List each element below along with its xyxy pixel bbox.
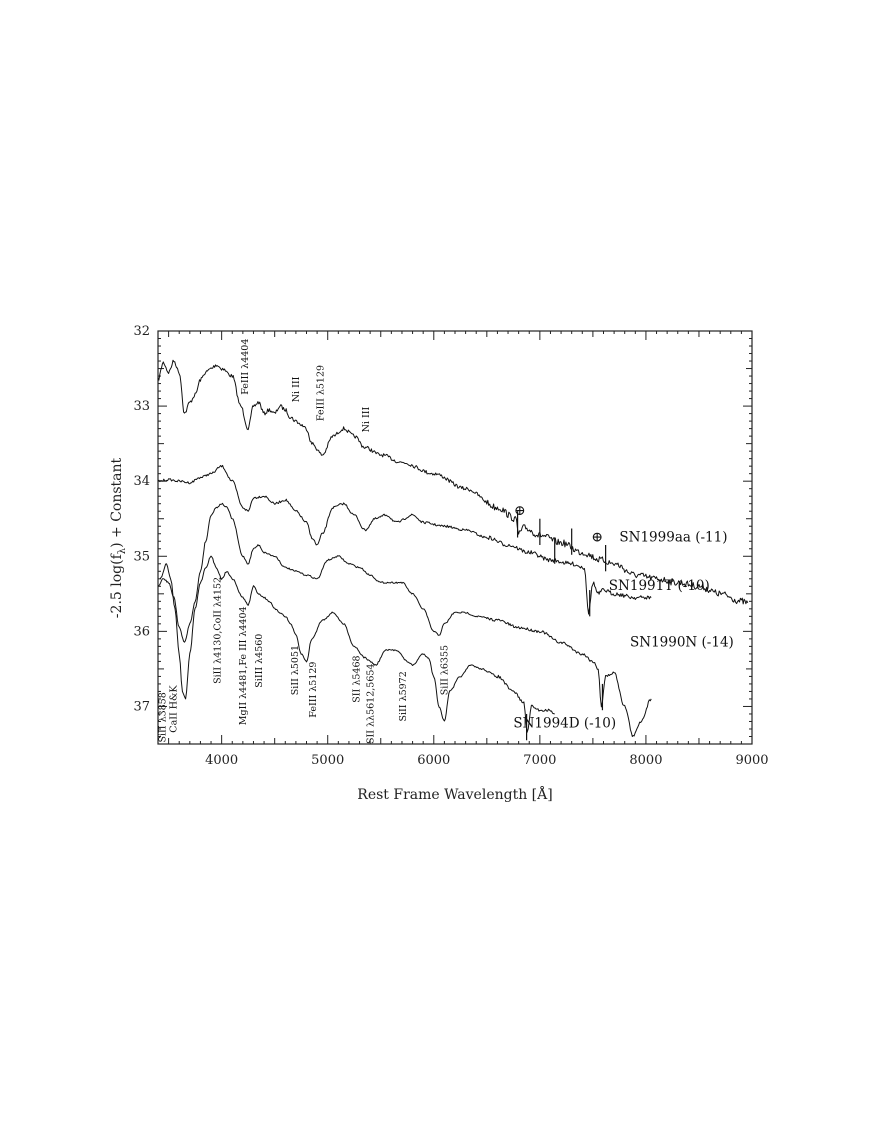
telluric-marker: ⊕ [591,529,603,545]
y-axis-title-end: ) + Constant [109,457,125,547]
axis-ticks [157,330,753,745]
line-id-label: SiII λ5972 [398,671,409,721]
line-id-label: SII λ5468 [352,655,363,702]
series-label: SN1991T (-10) [609,578,710,594]
line-id-label: Ni III [361,407,372,433]
series-line-1 [157,464,652,615]
spectra-labels: SN1999aa (-11) SN1991T (-10) SN1990N (-14)… [513,529,733,731]
y-axis-title-main: -2.5 log(f [109,552,125,618]
series-label: SN1999aa (-11) [619,529,727,545]
y-tick-label: 37 [133,699,150,714]
line-id-label: SiII λ5051 [290,645,301,695]
line-id-label: FeIII λ5129 [316,365,327,421]
y-tick-label: 32 [133,324,150,339]
series-line-3 [159,555,555,733]
line-id-label: SiII λ3858 [157,692,168,742]
line-id-label: CaII H&K [169,685,180,733]
telluric-marker: ⊕ [514,503,526,519]
line-id-label: SiII λ6355 [440,645,451,695]
x-tick-label: 4000 [205,753,238,768]
line-id-label: Ni III [291,376,302,402]
series-line-0 [157,359,749,605]
y-tick-label: 33 [133,399,150,414]
x-tick-label: 8000 [629,753,662,768]
y-axis-title-subscript: λ [117,547,128,554]
line-id-label: MgII λ4481,Fe III λ4404 [238,606,249,725]
x-tick-label: 5000 [311,753,344,768]
x-tick-label: 9000 [735,753,768,768]
series-label: SN1990N (-14) [630,634,734,650]
line-id-label: SiIII λ4560 [254,634,265,688]
y-tick-label: 36 [133,624,150,639]
spectra-series [157,359,749,741]
x-axis-title: Rest Frame Wavelength [Å] [357,785,552,803]
line-id-label: FeIII λ5129 [308,662,319,718]
series-line-2 [157,502,652,737]
line-id-label: SII λλ5612,5654 [365,664,376,744]
y-tick-label: 35 [133,549,150,564]
telluric-markers: ⊕⊕ [514,503,603,545]
series-label: SN1994D (-10) [513,715,616,731]
y-tick-label: 34 [133,474,150,489]
x-tick-label: 7000 [523,753,556,768]
y-axis-title: -2.5 log(fλ) + Constant [109,457,128,618]
y-tick-labels: 32 33 34 35 36 37 [133,324,150,714]
line-id-label: SiII λ4130,CoII λ4152 [213,577,224,684]
x-tick-label: 6000 [417,753,450,768]
line-identifications: SiII λ3858 CaII H&K SiII λ4130,CoII λ4152 M… [157,339,450,744]
x-tick-labels: 4000 5000 6000 7000 8000 9000 [205,753,768,768]
line-id-label: FeIII λ4404 [240,339,251,395]
